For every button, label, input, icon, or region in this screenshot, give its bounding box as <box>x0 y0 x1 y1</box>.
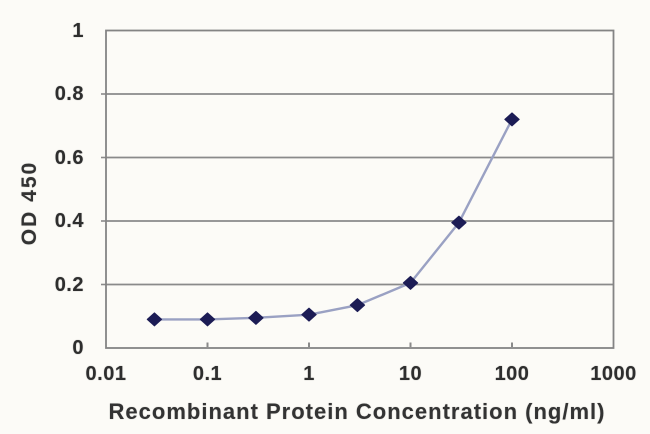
x-tick-label-100: 100 <box>494 363 530 385</box>
x-tick-label-1: 1 <box>303 363 315 385</box>
data-point-marker <box>199 312 216 327</box>
data-point-marker <box>301 307 317 322</box>
data-point-marker <box>504 112 520 127</box>
plot-border <box>105 29 615 349</box>
y-tick-label-1: 1 <box>72 19 84 42</box>
y-tick-label-0-6: 0.6 <box>54 146 84 169</box>
x-tick-label-10: 10 <box>398 363 423 385</box>
x-axis-title: Recombinant Protein Concentration (ng/ml… <box>108 399 606 424</box>
y-tick-label-0-2: 0.2 <box>54 273 84 296</box>
y-tick-label-0-8: 0.8 <box>54 83 84 105</box>
data-point-marker <box>451 215 467 230</box>
data-point-marker <box>402 275 419 290</box>
data-point-marker <box>349 298 366 313</box>
x-tick-label-0-01: 0.01 <box>85 363 127 385</box>
x-tick-label-1000: 1000 <box>590 363 637 385</box>
y-tick-label-0-4: 0.4 <box>54 210 84 232</box>
data-point-marker <box>146 312 163 327</box>
data-point-marker <box>248 310 264 325</box>
x-tick-label-0-1: 0.1 <box>192 363 223 385</box>
y-tick-label-0: 0 <box>72 337 84 359</box>
series-line <box>154 118 514 321</box>
